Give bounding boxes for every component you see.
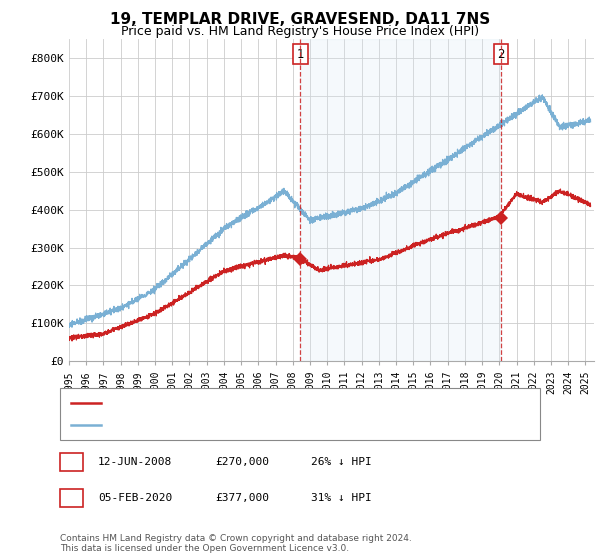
Text: HPI: Average price, detached house, Gravesham: HPI: Average price, detached house, Grav… [105, 420, 386, 430]
Text: 1: 1 [296, 48, 304, 61]
Text: 05-FEB-2020: 05-FEB-2020 [98, 493, 172, 503]
Text: 19, TEMPLAR DRIVE, GRAVESEND, DA11 7NS: 19, TEMPLAR DRIVE, GRAVESEND, DA11 7NS [110, 12, 490, 27]
Bar [301, 39, 501, 361]
Text: 19, TEMPLAR DRIVE, GRAVESEND, DA11 7NS (detached house): 19, TEMPLAR DRIVE, GRAVESEND, DA11 7NS (… [105, 398, 449, 408]
Text: 1: 1 [68, 457, 75, 467]
Text: 31% ↓ HPI: 31% ↓ HPI [311, 493, 371, 503]
Text: £270,000: £270,000 [215, 457, 269, 467]
Text: 12-JUN-2008: 12-JUN-2008 [98, 457, 172, 467]
Text: 2: 2 [497, 48, 505, 61]
Text: 26% ↓ HPI: 26% ↓ HPI [311, 457, 371, 467]
Text: £377,000: £377,000 [215, 493, 269, 503]
Text: Contains HM Land Registry data © Crown copyright and database right 2024.
This d: Contains HM Land Registry data © Crown c… [60, 534, 412, 553]
Text: Price paid vs. HM Land Registry's House Price Index (HPI): Price paid vs. HM Land Registry's House … [121, 25, 479, 38]
Text: 2: 2 [68, 493, 75, 503]
